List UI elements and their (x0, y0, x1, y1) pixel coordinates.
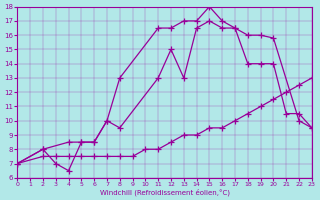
X-axis label: Windchill (Refroidissement éolien,°C): Windchill (Refroidissement éolien,°C) (100, 188, 229, 196)
